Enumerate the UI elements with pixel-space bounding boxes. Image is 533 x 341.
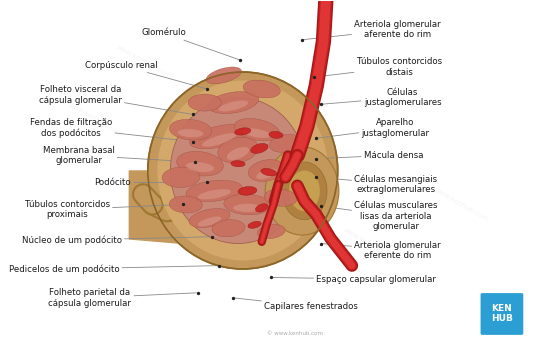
Ellipse shape <box>148 72 338 269</box>
Text: www.kenhub.com: www.kenhub.com <box>67 102 124 138</box>
Ellipse shape <box>243 80 280 98</box>
Text: www.kenhub.com: www.kenhub.com <box>343 227 399 263</box>
Text: Células
justaglomerulares: Células justaglomerulares <box>322 88 441 107</box>
Ellipse shape <box>186 162 214 172</box>
Ellipse shape <box>189 208 230 227</box>
Ellipse shape <box>289 170 320 211</box>
Ellipse shape <box>198 189 231 199</box>
Ellipse shape <box>238 187 257 195</box>
Ellipse shape <box>231 161 245 167</box>
Ellipse shape <box>202 133 236 147</box>
Ellipse shape <box>169 119 212 140</box>
Ellipse shape <box>265 147 339 235</box>
Text: www.kenhub.com: www.kenhub.com <box>229 135 285 172</box>
Ellipse shape <box>248 160 285 181</box>
Text: Células musculares
lisas da arteriola
glomerular: Células musculares lisas da arteriola gl… <box>322 202 438 231</box>
Ellipse shape <box>198 217 221 226</box>
Text: Folheto visceral da
cápsula glomerular: Folheto visceral da cápsula glomerular <box>39 85 191 114</box>
Text: Podócito: Podócito <box>94 178 206 187</box>
Text: Arteriola glomerular
eferente do rim: Arteriola glomerular eferente do rim <box>322 241 441 260</box>
Text: KEN
HUB: KEN HUB <box>491 305 513 323</box>
Ellipse shape <box>234 119 280 141</box>
Ellipse shape <box>177 151 223 176</box>
Ellipse shape <box>261 168 277 176</box>
Ellipse shape <box>269 134 302 152</box>
Text: Aparelho
justaglomerular: Aparelho justaglomerular <box>318 118 430 138</box>
Ellipse shape <box>190 124 248 149</box>
Ellipse shape <box>219 101 248 112</box>
Text: Corpúsculo renal: Corpúsculo renal <box>85 61 206 89</box>
Text: Capilares fenestrados: Capilares fenestrados <box>235 298 358 311</box>
Text: Pedicelos de um podócito: Pedicelos de um podócito <box>9 264 217 274</box>
Text: Glomérulo: Glomérulo <box>141 28 239 60</box>
Ellipse shape <box>227 147 249 160</box>
Ellipse shape <box>248 221 261 228</box>
Ellipse shape <box>162 167 200 188</box>
Ellipse shape <box>157 80 328 261</box>
Ellipse shape <box>257 225 285 239</box>
Ellipse shape <box>224 194 271 215</box>
Text: Células mesangiais
extraglomerulares: Células mesangiais extraglomerulares <box>318 174 438 194</box>
Ellipse shape <box>212 220 245 237</box>
Text: Túbulos contorcidos
distais: Túbulos contorcidos distais <box>316 57 442 77</box>
Text: Folheto parietal da
cápsula glomerular: Folheto parietal da cápsula glomerular <box>49 288 196 308</box>
Ellipse shape <box>188 94 221 111</box>
Ellipse shape <box>251 144 268 153</box>
Ellipse shape <box>256 168 277 179</box>
Ellipse shape <box>255 204 268 212</box>
Text: www.kenhub.com: www.kenhub.com <box>115 44 172 80</box>
Text: Espaço capsular glomerular: Espaço capsular glomerular <box>272 275 436 284</box>
Text: Membrana basal
glomerular: Membrana basal glomerular <box>43 146 194 165</box>
FancyBboxPatch shape <box>481 293 523 335</box>
Ellipse shape <box>177 129 203 137</box>
Ellipse shape <box>233 204 262 212</box>
Text: Arteriola glomerular
aferente do rim: Arteriola glomerular aferente do rim <box>303 20 441 40</box>
Ellipse shape <box>206 67 241 84</box>
Ellipse shape <box>269 131 283 138</box>
Ellipse shape <box>282 162 327 220</box>
Ellipse shape <box>235 128 251 135</box>
Ellipse shape <box>186 180 243 202</box>
Text: Fendas de filtração
dos podócitos: Fendas de filtração dos podócitos <box>30 118 191 142</box>
Text: Mácula densa: Mácula densa <box>318 151 423 160</box>
Ellipse shape <box>208 92 259 114</box>
Text: Túbulos contorcidos
proximais: Túbulos contorcidos proximais <box>25 200 182 219</box>
Ellipse shape <box>169 196 203 213</box>
Text: www.kenhub.com: www.kenhub.com <box>433 187 489 223</box>
Ellipse shape <box>264 189 297 206</box>
Text: Núcleo de um podócito: Núcleo de um podócito <box>22 235 211 245</box>
Ellipse shape <box>171 98 305 243</box>
Ellipse shape <box>217 137 259 163</box>
Text: © www.kenhub.com: © www.kenhub.com <box>267 331 323 336</box>
Ellipse shape <box>243 129 271 138</box>
